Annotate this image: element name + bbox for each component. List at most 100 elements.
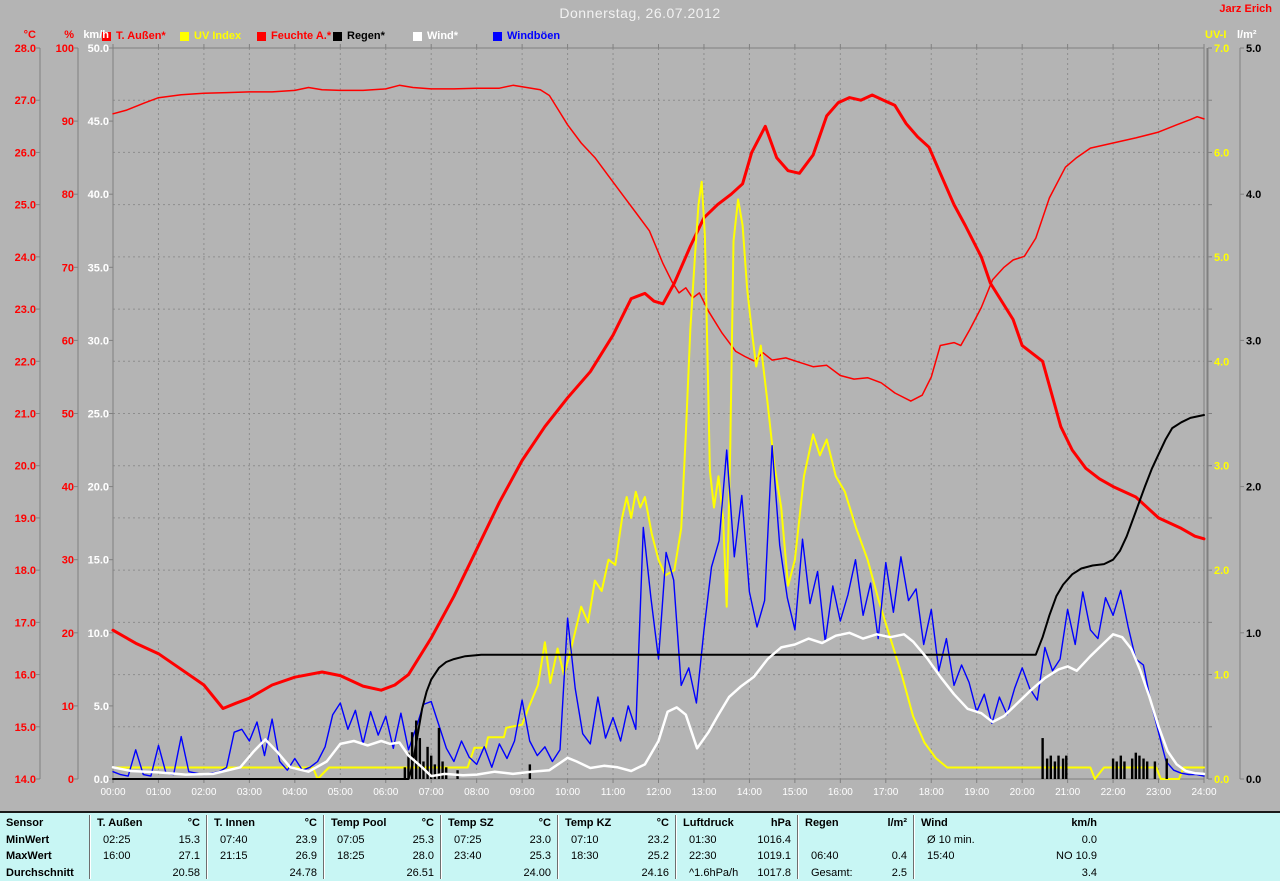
svg-text:24.0: 24.0 xyxy=(15,252,36,264)
table-row-label: MaxWert xyxy=(6,850,52,863)
svg-text:0.0: 0.0 xyxy=(94,774,109,786)
svg-text:05:00: 05:00 xyxy=(328,787,353,798)
table-cell: l/m² xyxy=(887,817,907,830)
table-cell: hPa xyxy=(770,817,791,830)
table-row: 24.00 xyxy=(440,865,557,881)
table-row: T. Außen °C xyxy=(89,815,206,832)
svg-text:3.0: 3.0 xyxy=(1246,335,1261,347)
table-row: Wind km/h xyxy=(913,815,1103,832)
table-cell: 25.2 xyxy=(647,850,669,863)
svg-text:27.0: 27.0 xyxy=(15,95,36,107)
svg-text:08:00: 08:00 xyxy=(464,787,489,798)
svg-text:100: 100 xyxy=(56,43,74,55)
table-cell: 06:40 xyxy=(811,850,839,863)
table-cell: 07:05 xyxy=(337,833,365,846)
svg-text:60: 60 xyxy=(62,335,74,347)
svg-text:18:00: 18:00 xyxy=(919,787,944,798)
svg-text:17:00: 17:00 xyxy=(873,787,898,798)
svg-text:14.0: 14.0 xyxy=(15,774,36,786)
table-cell: Luftdruck xyxy=(683,817,734,830)
table-cell: 15.3 xyxy=(178,833,200,846)
table-sensor-column: T. Innen °C 07:40 23.9 21:15 26.9 24.78 xyxy=(206,815,323,881)
table-sensor-column: Temp SZ °C 07:25 23.0 23:40 25.3 24.00 xyxy=(440,815,557,881)
svg-text:1.0: 1.0 xyxy=(1214,670,1229,682)
table-sensor-column: T. Außen °C 02:25 15.3 16:00 27.1 20.58 xyxy=(89,815,206,881)
table-sensor-column: Temp Pool °C 07:05 25.3 18:25 28.0 26.51 xyxy=(323,815,440,881)
svg-text:16:00: 16:00 xyxy=(828,787,853,798)
table-cell: Temp Pool xyxy=(331,817,387,830)
svg-text:0.0: 0.0 xyxy=(1214,774,1229,786)
legend-item: Wind* xyxy=(413,30,458,42)
table-cell: Temp KZ xyxy=(565,817,612,830)
table-row: 24.16 xyxy=(557,865,675,881)
svg-text:1.0: 1.0 xyxy=(1246,628,1261,640)
table-row: 18:25 28.0 xyxy=(323,848,440,865)
svg-text:19.0: 19.0 xyxy=(15,513,36,525)
svg-text:14:00: 14:00 xyxy=(737,787,762,798)
svg-text:5.0: 5.0 xyxy=(1246,43,1261,55)
statistics-table: Sensor MinWert MaxWert Durchschnitt T. Außen… xyxy=(0,811,1280,881)
svg-text:13:00: 13:00 xyxy=(691,787,716,798)
legend-swatch-icon xyxy=(413,31,422,41)
legend-item: Windböen xyxy=(493,30,560,42)
table-cell: 15:40 xyxy=(927,850,955,863)
legend-label: T. Außen* xyxy=(116,30,166,42)
svg-text:0: 0 xyxy=(68,774,74,786)
table-row: 21:15 26.9 xyxy=(206,848,323,865)
svg-text:70: 70 xyxy=(62,262,74,274)
svg-text:18.0: 18.0 xyxy=(15,565,36,577)
table-cell: 21:15 xyxy=(220,850,248,863)
table-cell: 07:40 xyxy=(220,833,248,846)
svg-text:7.0: 7.0 xyxy=(1214,43,1229,55)
table-cell: 20.58 xyxy=(172,866,200,879)
svg-text:50.0: 50.0 xyxy=(88,43,109,55)
table-separator xyxy=(440,815,441,879)
table-cell: Ø 10 min. xyxy=(927,833,975,846)
svg-text:02:00: 02:00 xyxy=(191,787,216,798)
svg-text:04:00: 04:00 xyxy=(282,787,307,798)
table-cell: km/h xyxy=(1071,817,1097,830)
weather-chart: 00:00 01:00 02:00 03:00 04:00 05:00 06:00 07:00… xyxy=(15,29,1262,798)
svg-text:5.0: 5.0 xyxy=(1214,252,1229,264)
table-row: Regen l/m² xyxy=(797,815,913,832)
svg-text:2.0: 2.0 xyxy=(1246,482,1261,494)
svg-text:25.0: 25.0 xyxy=(15,200,36,212)
svg-text:28.0: 28.0 xyxy=(15,43,36,55)
legend-swatch-icon xyxy=(102,31,111,41)
table-row: 07:10 23.2 xyxy=(557,832,675,849)
table-cell: 07:10 xyxy=(571,833,599,846)
svg-text:21.0: 21.0 xyxy=(15,409,36,421)
table-cell: 16:00 xyxy=(103,850,131,863)
table-row: 02:25 15.3 xyxy=(89,832,206,849)
table-row: 16:00 27.1 xyxy=(89,848,206,865)
legend-swatch-icon xyxy=(333,31,342,41)
legend-label: Wind* xyxy=(427,30,459,42)
table-cell: NO 10.9 xyxy=(1056,850,1097,863)
table-separator xyxy=(206,815,207,879)
table-cell: 1017.8 xyxy=(757,866,791,879)
table-cell: 2.5 xyxy=(891,866,907,879)
table-cell: 23.9 xyxy=(295,833,317,846)
table-cell: 26.9 xyxy=(295,850,317,863)
table-row: 15:40 NO 10.9 xyxy=(913,848,1103,865)
legend-swatch-icon xyxy=(180,31,189,41)
table-row-label: Sensor xyxy=(6,817,44,830)
svg-text:5.0: 5.0 xyxy=(94,701,109,713)
table-cell: °C xyxy=(304,817,317,830)
svg-text:30: 30 xyxy=(62,555,74,567)
table-row: 07:25 23.0 xyxy=(440,832,557,849)
table-cell: 25.3 xyxy=(529,850,551,863)
table-separator xyxy=(323,815,324,879)
svg-text:09:00: 09:00 xyxy=(510,787,535,798)
table-cell: °C xyxy=(187,817,200,830)
svg-text:10.0: 10.0 xyxy=(88,628,109,640)
svg-text:24:00: 24:00 xyxy=(1191,787,1216,798)
table-sensor-column: Wind km/h Ø 10 min. 0.0 15:40 NO 10.9 3.4 xyxy=(913,815,1103,881)
svg-text:26.0: 26.0 xyxy=(15,147,36,159)
table-cell: 18:30 xyxy=(571,850,599,863)
table-cell: °C xyxy=(656,817,669,830)
legend-swatch-icon xyxy=(257,31,266,41)
legend-item: UV Index xyxy=(180,30,241,42)
table-row: Ø 10 min. 0.0 xyxy=(913,832,1103,849)
